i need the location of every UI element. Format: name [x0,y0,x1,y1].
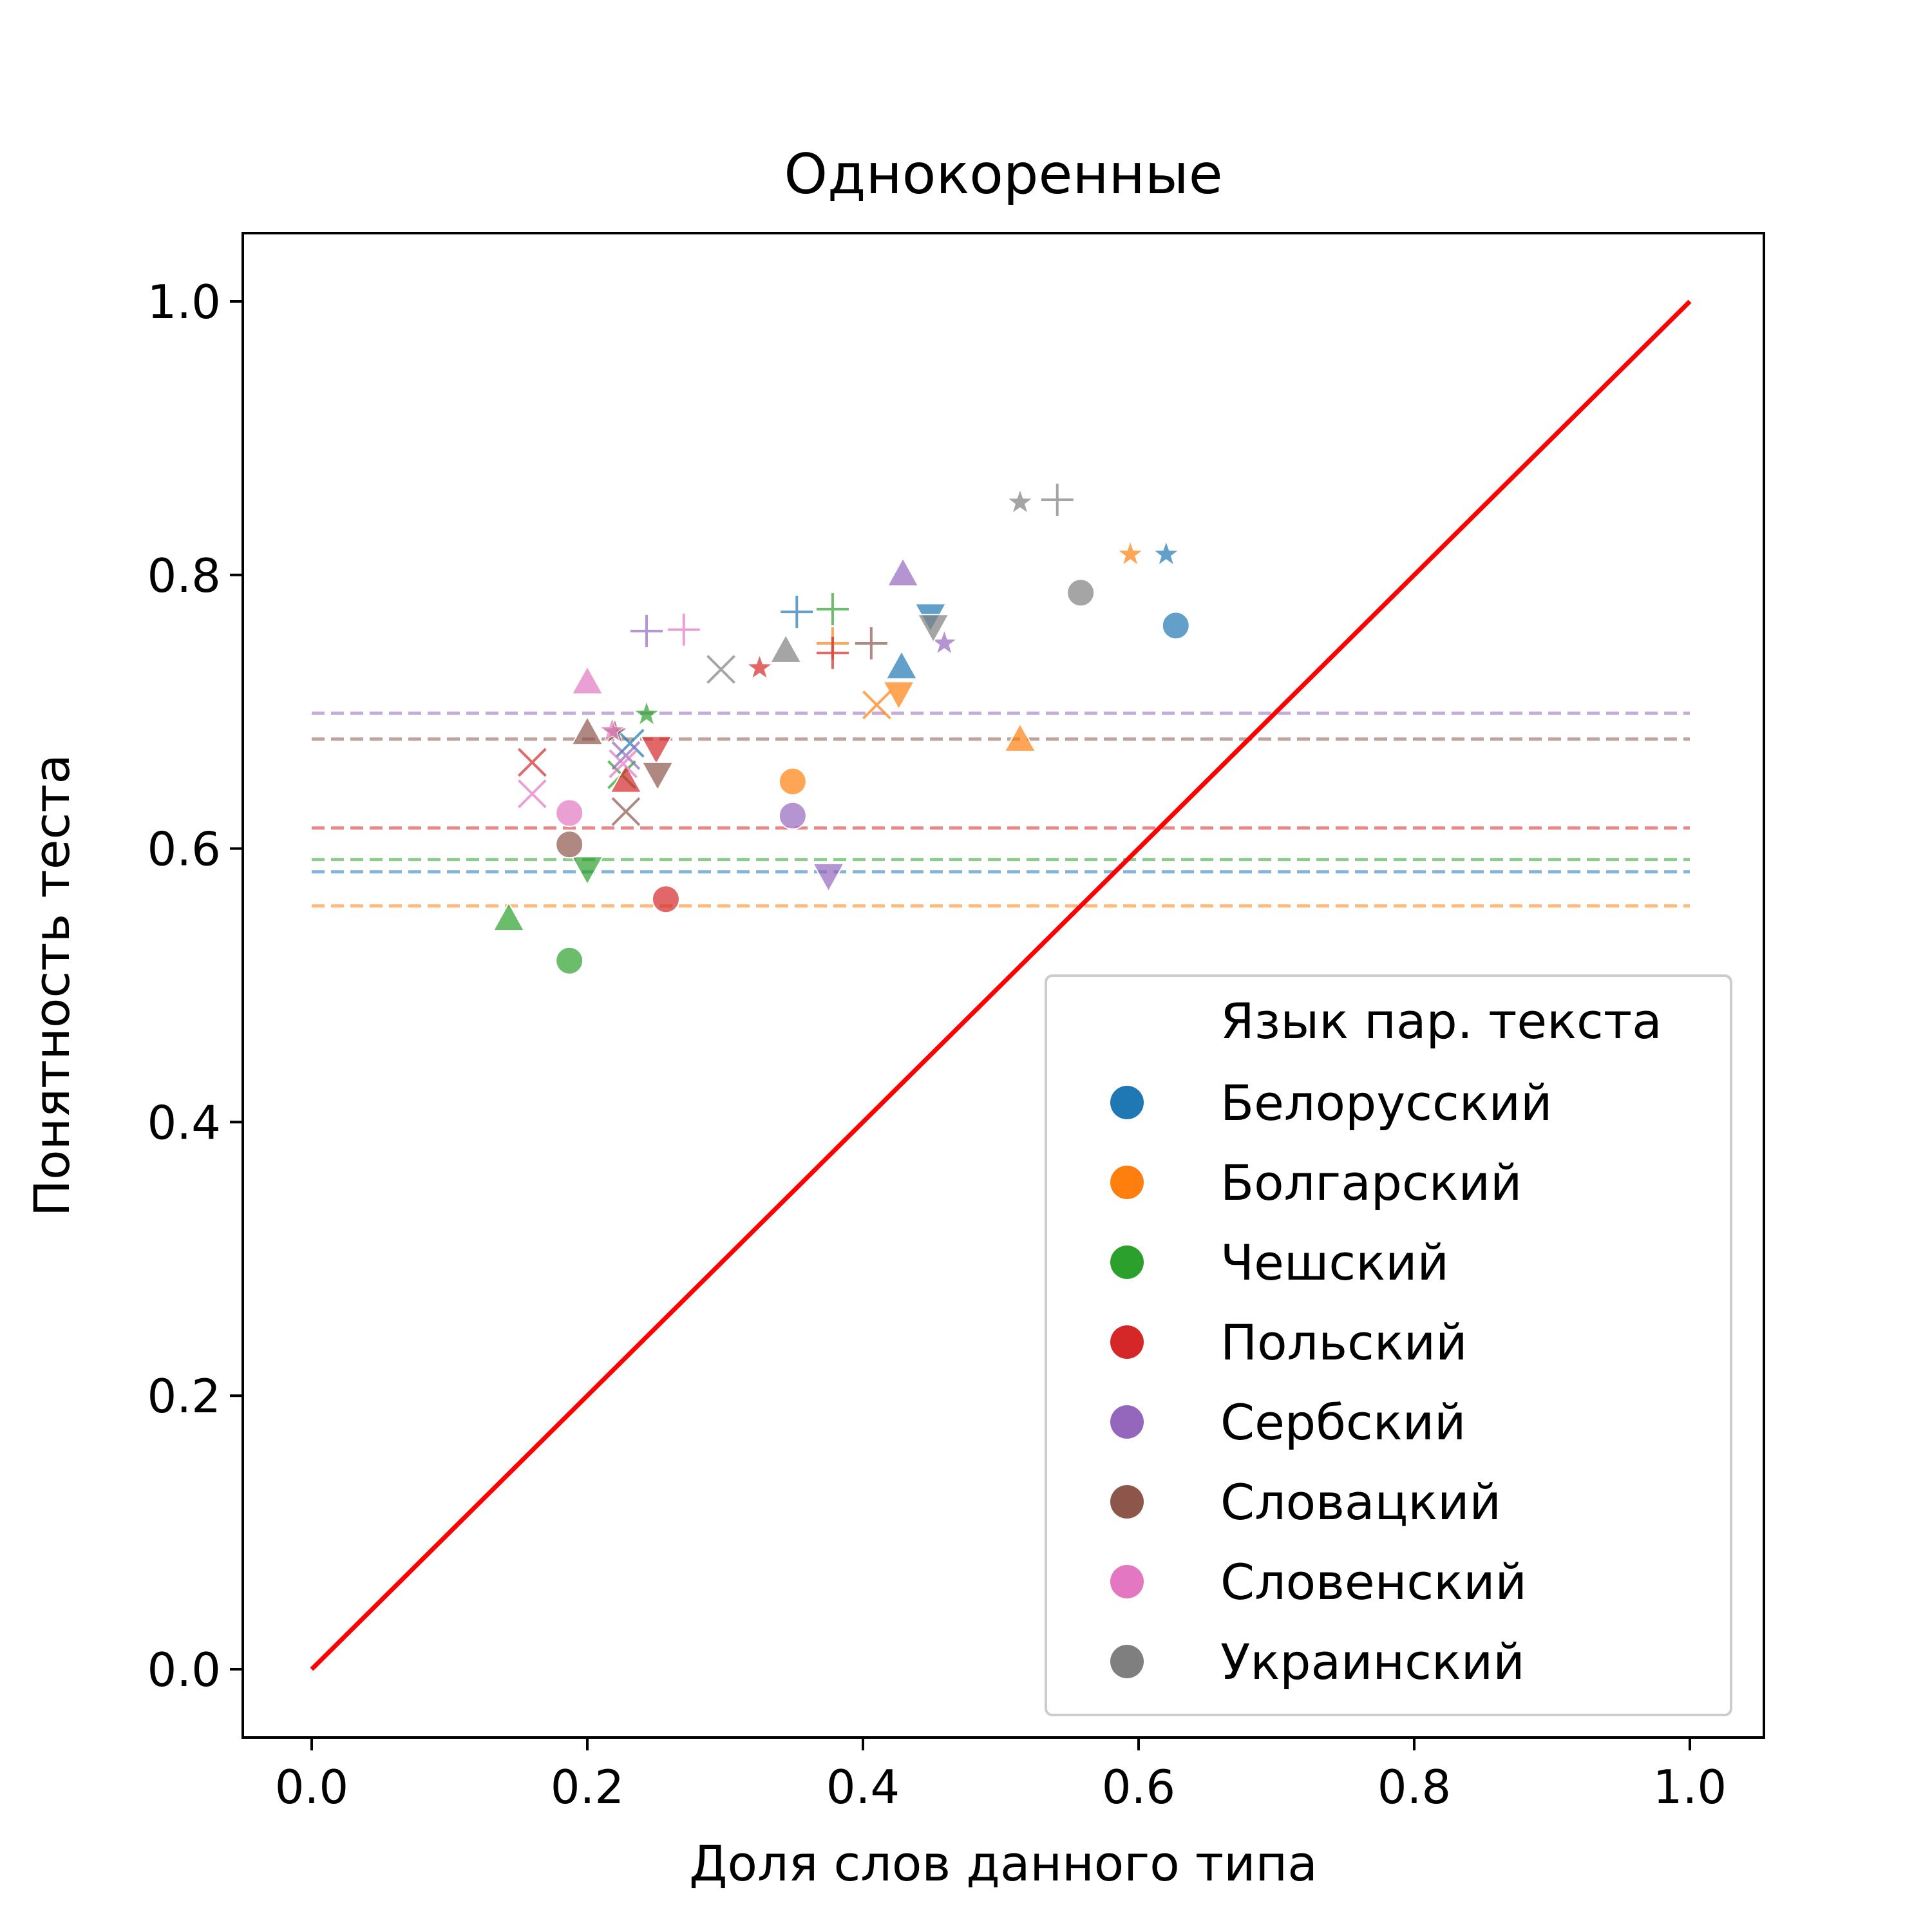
legend-marker [1110,1086,1144,1119]
legend-marker [1110,1245,1144,1279]
data-point [1153,540,1180,566]
x-tick-label: 0.2 [551,1760,625,1814]
legend-items: Белорусский Болгарский Чешский Польский Серб… [1110,1074,1552,1690]
y-tick-label: 1.0 [147,275,221,329]
legend-title: Язык пар. текста [1220,992,1662,1050]
data-point [778,801,807,830]
x-axis-ticks: 0.0 0.2 0.4 0.6 0.8 1.0 [275,1738,1727,1814]
data-point [855,627,887,659]
legend-box [1045,974,1732,1716]
data-point [1007,488,1034,514]
data-point [882,681,916,711]
data-point [811,862,846,893]
reference-line [310,299,1692,1671]
data-point [517,779,547,809]
plot-frame [242,232,1765,1739]
data-point [492,901,526,932]
y-tick-label: 0.2 [147,1369,221,1423]
data-point [611,797,641,826]
data-point [781,596,813,629]
legend-marker [1110,1325,1144,1359]
legend-marker [1110,1166,1144,1199]
data-point [651,885,680,914]
y-axis-label: Понятность теста [23,754,80,1217]
data-point [611,741,641,770]
data-point [609,749,638,779]
data-point [1066,578,1095,607]
legend-marker [1110,1645,1144,1678]
data-point [778,767,807,796]
x-axis-label: Доля слов данного типа [689,1835,1318,1892]
y-tick-label: 0.0 [147,1643,221,1697]
x-tick-label: 1.0 [1653,1760,1727,1814]
data-point [862,690,891,719]
data-points [492,483,1190,975]
legend-label: Болгарский [1220,1154,1522,1211]
data-point [599,717,625,743]
data-point [641,761,674,791]
data-point [816,592,849,625]
data-point [1117,540,1144,566]
legend-label: Сербский [1220,1394,1466,1451]
data-point [667,613,700,646]
y-tick-label: 0.6 [147,822,221,876]
legend-label: Словенский [1220,1553,1527,1611]
data-point [886,556,920,587]
data-point [633,700,660,726]
data-point [555,830,584,859]
data-point [555,799,584,828]
data-point [571,856,604,886]
data-point [517,748,547,777]
y-tick-label: 0.8 [147,549,221,603]
y-tick-label: 0.4 [147,1095,221,1150]
data-point [639,735,673,766]
data-point [1161,611,1190,640]
mean-lines [312,711,1690,908]
data-point [746,654,773,679]
legend-label: Украинский [1220,1633,1525,1690]
data-point [706,654,735,684]
data-point [1041,483,1074,516]
data-point [916,614,950,644]
data-point [571,715,604,746]
data-point [885,650,918,680]
y-axis-ticks: 0.0 0.2 0.4 0.6 0.8 1.0 [147,275,243,1697]
data-point [769,633,802,663]
data-point [555,946,584,975]
reference-line-group [310,299,1692,1671]
data-point [816,636,849,669]
x-tick-label: 0.8 [1378,1760,1452,1814]
x-tick-label: 0.6 [1102,1760,1176,1814]
legend-marker [1110,1485,1144,1519]
x-tick-label: 0.0 [275,1760,349,1814]
legend: Язык пар. текста Белорусский Болгарский Че… [1045,974,1732,1716]
legend-label: Чешский [1220,1234,1449,1291]
data-point [1003,722,1037,752]
legend-label: Белорусский [1220,1074,1552,1132]
legend-marker [1110,1405,1144,1439]
legend-label: Словацкий [1220,1473,1501,1531]
legend-marker [1110,1565,1144,1598]
data-point [609,763,643,793]
legend-label: Польский [1220,1314,1468,1371]
data-point [630,614,663,647]
data-point [571,665,604,695]
x-tick-label: 0.4 [826,1760,900,1814]
chart-title: Однокоренные [784,142,1222,207]
